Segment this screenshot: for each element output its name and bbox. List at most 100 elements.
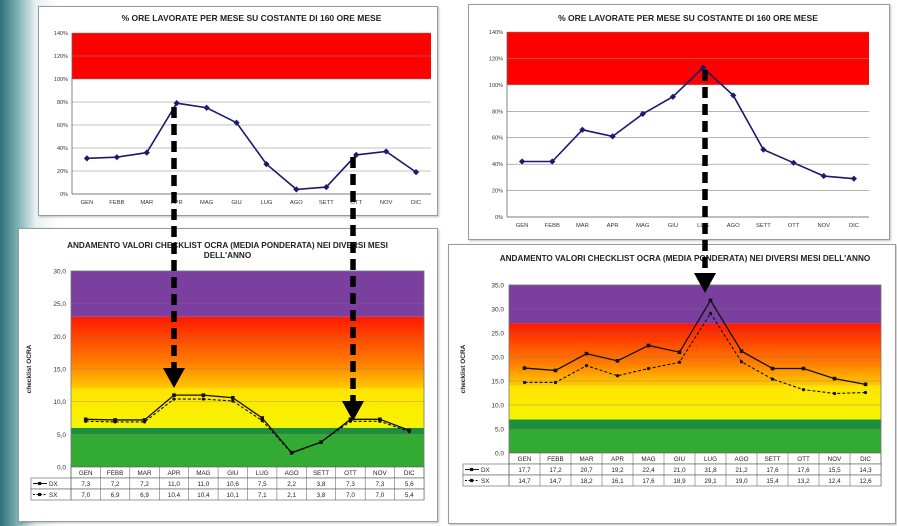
data-label: 14,7 <box>549 478 562 485</box>
data-point-sx <box>319 440 323 444</box>
risk-band <box>71 427 424 435</box>
y-tick-label: 80% <box>492 109 503 115</box>
table-row <box>30 488 425 501</box>
y-tick-label: 10,0 <box>53 399 66 406</box>
data-label: 10,4 <box>197 492 210 499</box>
data-label: 29,1 <box>704 478 717 485</box>
data-point-dx <box>832 376 837 381</box>
data-label: 5,4 <box>405 492 414 499</box>
y-tick-label: 0% <box>60 192 68 198</box>
y-tick-label: 0% <box>495 215 503 221</box>
data-point-sx <box>832 391 837 396</box>
data-label: 12,6 <box>859 478 872 485</box>
data-point <box>760 146 767 153</box>
data-label: 2,1 <box>287 492 296 499</box>
data-label: 21,0 <box>673 467 686 474</box>
data-label: 10,1 <box>227 492 240 499</box>
data-label: 19,2 <box>611 467 624 474</box>
chart-panel-ocra-left: ANDAMENTO VALORI CHECKLIST OCRA (MEDIA P… <box>18 228 438 522</box>
data-label: 6,9 <box>140 492 149 499</box>
risk-band <box>71 434 424 467</box>
data-label: 11,0 <box>168 481 180 488</box>
data-point <box>173 100 180 107</box>
data-point-dx <box>615 359 620 363</box>
data-point-sx <box>407 430 411 434</box>
x-tick-label: NOV <box>828 456 842 463</box>
x-tick-label: LUG <box>260 200 272 206</box>
x-tick-label: AGO <box>727 223 740 229</box>
x-tick-label: GEN <box>81 200 94 206</box>
x-tick-label: OTT <box>350 200 362 206</box>
data-label: 7,3 <box>81 481 90 488</box>
y-tick-label: 80% <box>57 100 68 106</box>
legend-key-marker <box>38 492 42 497</box>
x-tick-label: MAR <box>140 200 153 206</box>
x-tick-label: NOV <box>380 200 393 206</box>
data-point-sx <box>615 374 620 378</box>
data-point <box>323 183 330 191</box>
data-label: 16,1 <box>611 478 624 485</box>
risk-band <box>509 323 881 386</box>
chart-panel-hours-right: % ORE LAVORATE PER MESE SU COSTANTE DI 1… <box>468 4 890 240</box>
data-label: 11,0 <box>197 481 209 488</box>
data-label: 13,2 <box>797 478 810 485</box>
data-label: 5,6 <box>405 481 414 488</box>
data-label: 3,8 <box>317 492 326 499</box>
y-tick-label: 0,0 <box>495 451 504 458</box>
data-point-dx <box>378 417 382 422</box>
y-tick-label: 40% <box>57 146 68 152</box>
data-point-dx <box>230 395 235 400</box>
data-point <box>233 119 240 126</box>
y-tick-label: 140% <box>489 30 503 36</box>
y-tick-label: 100% <box>54 77 68 83</box>
x-tick-label: LUG <box>697 223 709 229</box>
data-label: 6,9 <box>111 492 120 499</box>
x-tick-label: GEN <box>516 223 529 229</box>
x-tick-label: FEBB <box>107 470 123 477</box>
data-label: 7,3 <box>375 481 384 488</box>
data-point-sx <box>378 419 382 423</box>
x-tick-label: FEBB <box>109 200 124 206</box>
data-label: 19,0 <box>735 478 748 485</box>
data-label: 3,8 <box>317 481 326 488</box>
y-tick-label: 35,0 <box>491 283 504 290</box>
x-tick-label: AGO <box>285 470 299 477</box>
series-line-sx <box>85 398 410 454</box>
x-tick-label: AGO <box>290 200 303 206</box>
data-point-dx <box>770 366 775 371</box>
series-line-dx <box>524 299 866 385</box>
x-tick-label: GEN <box>79 470 93 477</box>
data-label: 15,4 <box>766 478 779 485</box>
data-point-dx <box>201 393 206 397</box>
x-tick-label: MAR <box>138 470 152 477</box>
x-tick-label: OTT <box>344 470 357 477</box>
y-tick-label: 25,0 <box>491 331 504 338</box>
x-tick-label: SETT <box>319 200 334 206</box>
data-point-sx <box>863 390 868 395</box>
data-point-dx <box>83 417 88 422</box>
data-point-sx <box>553 380 558 385</box>
data-point-sx <box>231 399 235 403</box>
ocra-chart-left: ANDAMENTO VALORI CHECKLIST OCRA (MEDIA P… <box>26 241 425 501</box>
x-tick-label: MAG <box>636 223 650 229</box>
data-point <box>83 155 91 162</box>
data-point-sx <box>113 420 117 424</box>
y-tick-label: 40% <box>492 162 503 168</box>
data-point-dx <box>260 416 265 420</box>
data-point-sx <box>801 388 806 392</box>
risk-band <box>71 316 424 389</box>
data-point-sx <box>348 419 353 423</box>
data-point <box>113 154 120 161</box>
y-tick-label: 5,0 <box>495 427 504 434</box>
y-tick-label: 60% <box>57 123 68 129</box>
y-tick-label: 20% <box>57 169 68 175</box>
data-point-sx <box>522 380 527 385</box>
x-tick-label: MAG <box>641 456 655 463</box>
x-tick-label: APR <box>167 470 180 477</box>
data-point <box>203 104 210 111</box>
x-tick-label: FEBB <box>547 456 563 463</box>
data-point <box>293 186 300 193</box>
data-label: 7,2 <box>140 481 149 488</box>
data-point-sx <box>172 397 176 401</box>
x-tick-label: NOV <box>817 223 830 229</box>
